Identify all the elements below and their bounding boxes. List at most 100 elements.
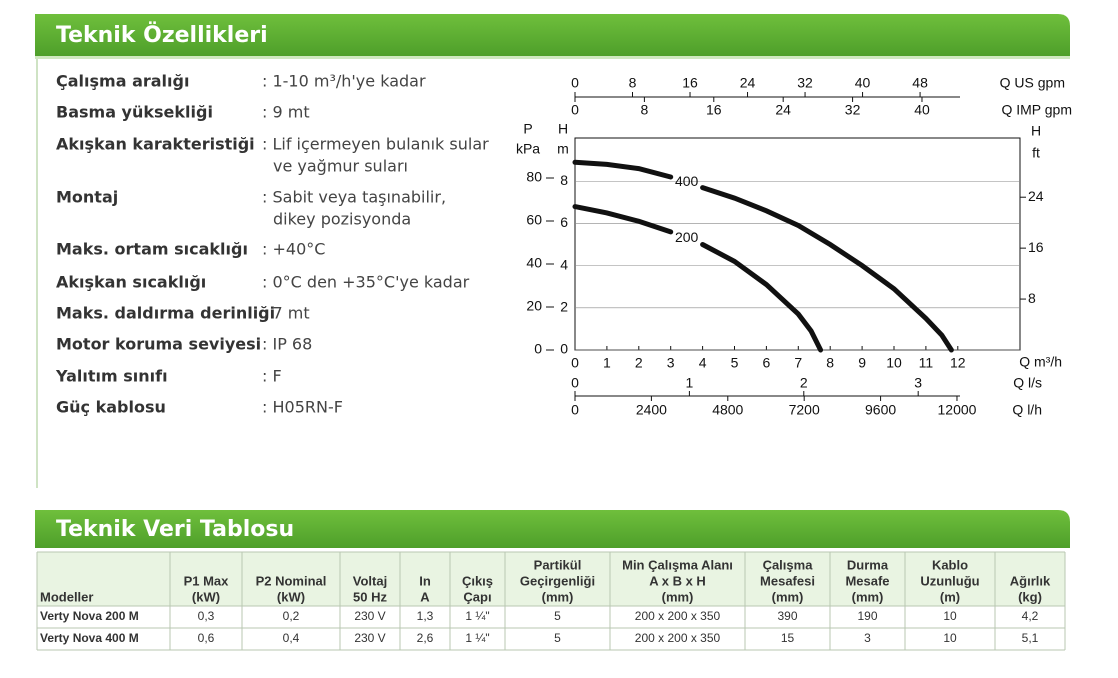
x-tick-label: 1 [603, 355, 611, 371]
table-cell: Verty Nova 400 M [40, 631, 139, 645]
table-cell: 10 [943, 609, 957, 623]
x-tick-label: 7200 [789, 402, 820, 418]
table-header: Mesafe [845, 573, 889, 588]
axis-label: H [558, 121, 568, 137]
x-tick-label: 1 [685, 375, 693, 391]
axis-label: ft [1032, 145, 1040, 161]
x-tick-label: 2 [800, 375, 808, 391]
table-header: Mesafesi [760, 573, 815, 588]
axis-label: Q IMP gpm [1001, 102, 1072, 118]
header-strip [35, 56, 1070, 59]
spec-value: : +40°C [262, 240, 325, 259]
table-header: P1 Max [184, 573, 230, 588]
x-tick-label: 32 [845, 102, 861, 118]
spec-label: Akışkan karakteristiği [56, 135, 255, 154]
x-tick-label: 0 [571, 355, 579, 371]
table-header: Ağırlık [1010, 573, 1051, 588]
table-cell: 5 [554, 609, 561, 623]
x-tick-label: 6 [762, 355, 770, 371]
axis-label: kPa [516, 141, 540, 157]
axis-label: Q l/s [1013, 375, 1042, 391]
table-cell: Verty Nova 200 M [40, 609, 139, 623]
table-header: (kW) [192, 589, 220, 604]
x-tick-label: 0 [571, 75, 579, 91]
axis-label: m [557, 141, 569, 157]
curve [572, 204, 824, 353]
table-cell: 15 [781, 631, 795, 645]
x-tick-label: 7 [794, 355, 802, 371]
header-bar [35, 14, 1070, 56]
x-tick-label: 10 [886, 355, 902, 371]
x-tick-label: 2 [635, 355, 643, 371]
x-tick-label: 12 [950, 355, 966, 371]
spec-value: : H05RN-F [262, 398, 343, 417]
series-label: 200 [675, 229, 699, 245]
table-header: In [419, 573, 431, 588]
table-cell: 5,1 [1022, 631, 1039, 645]
x-tick-label: 8 [629, 75, 637, 91]
x-tick-label: 8 [640, 102, 648, 118]
axis-label: Q m³/h [1019, 354, 1062, 370]
table-cell: 0,4 [283, 631, 300, 645]
section-title: Teknik Veri Tablosu [56, 517, 294, 542]
spec-value: : Sabit veya taşınabilir, [262, 188, 446, 207]
table-header: A [420, 589, 430, 604]
table-cell: 1 ¼" [465, 609, 489, 623]
table-cell: 190 [857, 609, 877, 623]
x-tick-label: 16 [682, 75, 698, 91]
header-bar [35, 510, 1070, 548]
table-header: (mm) [772, 589, 804, 604]
table-header: (mm) [852, 589, 884, 604]
x-tick-label: 5 [731, 355, 739, 371]
spec-label: Akışkan sıcaklığı [56, 273, 206, 292]
table-header: Çapı [463, 589, 491, 604]
table-header: Uzunluğu [920, 573, 979, 588]
table-header-bg [37, 552, 1065, 606]
x-tick-label: 12000 [938, 402, 977, 418]
table-header: A x B x H [649, 573, 706, 588]
table-cell: 230 V [354, 609, 385, 623]
x-tick-label: 4800 [712, 402, 743, 418]
spec-label: Basma yüksekliği [56, 103, 213, 122]
spec-label: Maks. daldırma derinliği [56, 304, 275, 323]
x-tick-label: 11 [919, 355, 934, 371]
table-cell: 1 ¼" [465, 631, 489, 645]
series-label: 400 [675, 173, 699, 189]
x-tick-label: 8 [826, 355, 834, 371]
x-tick-label: 24 [740, 75, 756, 91]
table-cell: 230 V [354, 631, 385, 645]
table-cell: 4,2 [1022, 609, 1039, 623]
x-tick-label: 4 [699, 355, 707, 371]
table-cell: 3 [864, 631, 871, 645]
spec-value: : Lif içermeyen bulanık sular [262, 135, 489, 154]
y-tick-label: 8 [1028, 290, 1036, 306]
y-tick-label: 4 [560, 256, 568, 272]
x-tick-label: 9600 [865, 402, 896, 418]
table-header: 50 Hz [353, 589, 387, 604]
table-cell: 10 [943, 631, 957, 645]
table-header: Durma [847, 557, 889, 572]
curve [572, 159, 954, 353]
table-header: Voltaj [353, 573, 387, 588]
table-cell: 1,3 [417, 609, 434, 623]
section-title: Teknik Özellikleri [56, 22, 268, 48]
x-tick-label: 40 [914, 102, 930, 118]
table-header: (kW) [277, 589, 305, 604]
table-header: Partikül [534, 557, 582, 572]
x-tick-label: 16 [706, 102, 722, 118]
table-cell: 200 x 200 x 350 [635, 631, 721, 645]
table-header: Kablo [932, 557, 968, 572]
table-header: Geçirgenliği [520, 573, 595, 588]
x-tick-label: 0 [571, 375, 579, 391]
axis-label: Q US gpm [1000, 75, 1065, 91]
y-tick-label: 2 [560, 299, 568, 315]
y-tick-label: 0 [534, 341, 542, 357]
axis-label: H [1031, 123, 1041, 139]
spec-label: Güç kablosu [56, 398, 166, 417]
x-tick-label: 32 [797, 75, 813, 91]
x-tick-label: 3 [667, 355, 675, 371]
y-tick-label: 40 [526, 255, 542, 271]
y-tick-label: 60 [526, 212, 542, 228]
table-header: Çıkış [462, 573, 493, 588]
